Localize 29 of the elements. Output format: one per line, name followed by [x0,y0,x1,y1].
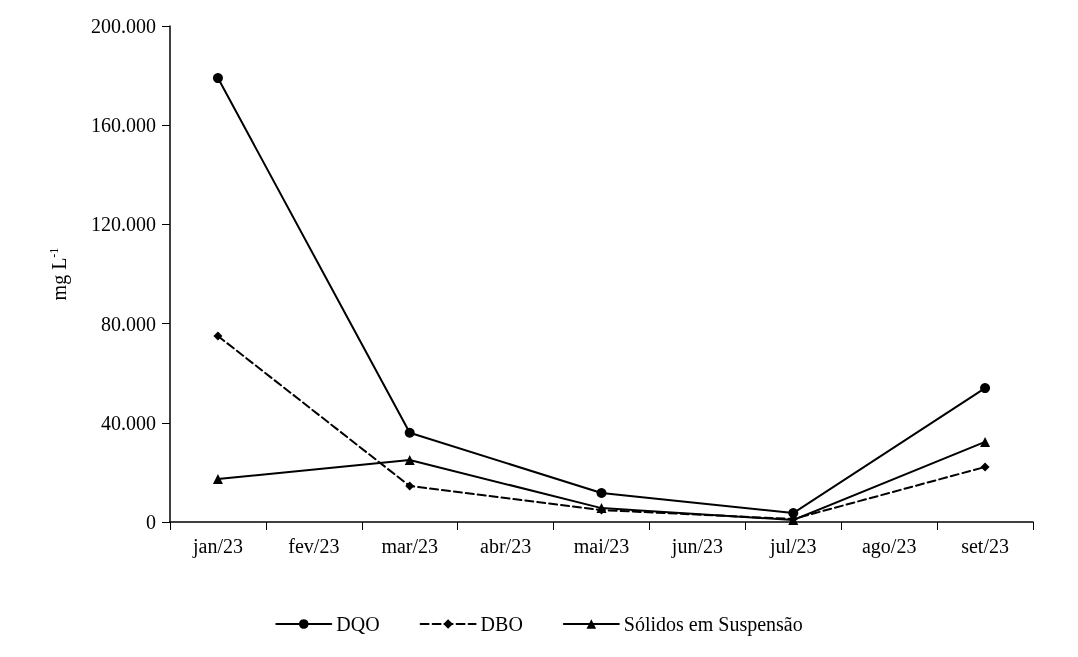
point [213,331,223,341]
y-tick-label: 80.000 [101,312,156,335]
point [980,436,991,447]
point [980,383,991,394]
legend-label: DQO [336,613,380,635]
point [596,487,607,498]
legend-label: DBO [480,613,523,635]
y-axis-title: mg L-1 [47,247,71,301]
y-tick-label: 200.000 [91,15,156,37]
point [404,455,415,465]
x-tick-label: mar/23 [381,535,439,557]
point [980,462,990,472]
y-tick-label: 160.000 [91,114,156,137]
point [405,481,415,491]
y-tick-label: 0 [146,511,156,533]
point [212,474,223,485]
x-tick-label: fev/23 [288,535,340,557]
y-tick-label: 120.000 [91,213,156,236]
x-tick-label: ago/23 [861,535,917,558]
x-tick-label: set/23 [961,535,1009,557]
point [404,427,415,438]
point [212,73,223,84]
x-tick-label: abr/23 [480,535,532,557]
legend-label: Sólidos em Suspensão [623,613,803,636]
x-tick-label: jun/23 [670,535,723,558]
x-tick-label: jul/23 [768,535,817,558]
x-tick-label: mai/23 [573,535,630,557]
y-tick-label: 40.000 [101,411,156,434]
x-tick-label: jan/23 [191,535,243,558]
